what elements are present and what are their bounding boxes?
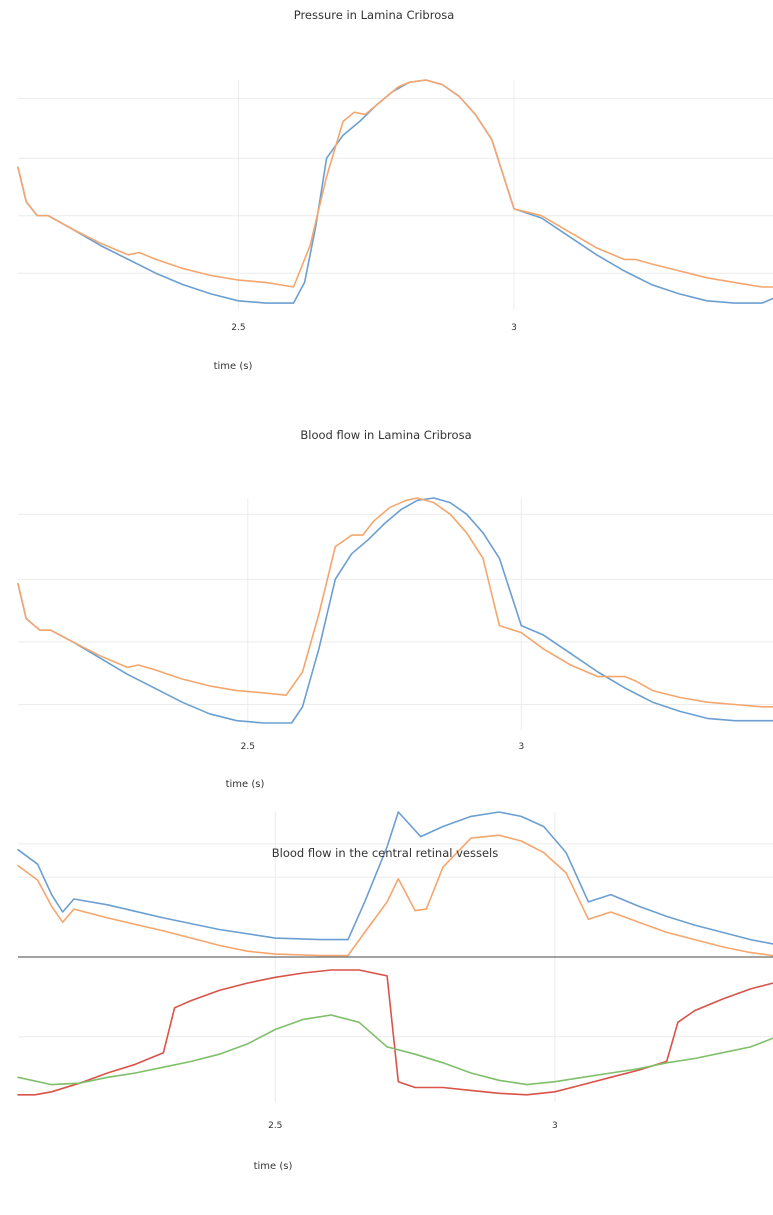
chart-title: Blood flow in the central retinal vessel…: [272, 846, 499, 860]
chart-title: Blood flow in Lamina Cribrosa: [300, 428, 471, 442]
series-line-green: [17, 1014, 773, 1086]
chart-title: Pressure in Lamina Cribrosa: [294, 8, 455, 22]
series-line-orange: [17, 79, 773, 288]
x-tick-label: 3: [552, 1121, 558, 1131]
series-line-orange: [17, 834, 773, 957]
series-line-blue: [17, 497, 773, 724]
series-line-blue: [17, 811, 773, 945]
x-tick-label: 3: [511, 323, 517, 333]
series-line-red: [17, 969, 773, 1096]
x-axis-label: time (s): [254, 1161, 293, 1172]
x-tick-label: 2.5: [268, 1121, 282, 1131]
x-tick-label: 2.5: [241, 742, 255, 752]
series-line-orange: [17, 497, 773, 708]
x-axis-label: time (s): [226, 779, 265, 790]
x-tick-label: 2.5: [231, 323, 245, 333]
series-line-blue: [17, 79, 773, 304]
x-tick-label: 3: [518, 742, 524, 752]
chart-panel-1: Pressure in Lamina Cribrosa 2.5 3 time (s): [17, 8, 773, 372]
x-axis-label: time (s): [214, 361, 253, 372]
chart-panel-2: Blood flow in Lamina Cribrosa 2.5 3 time (s…: [17, 428, 773, 790]
chart-panel-3: Blood flow in the central retinal vessel…: [17, 811, 773, 1172]
